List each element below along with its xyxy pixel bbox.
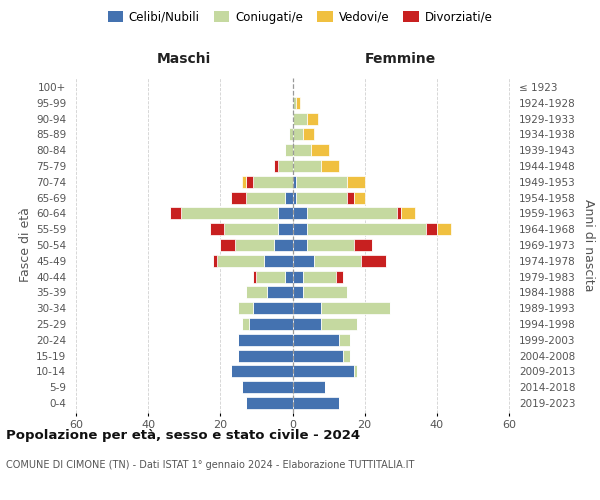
- Bar: [278, 208, 293, 220]
- Bar: [238, 334, 293, 345]
- Bar: [354, 366, 358, 378]
- Y-axis label: Anni di nascita: Anni di nascita: [582, 198, 595, 291]
- Bar: [293, 176, 296, 188]
- Bar: [213, 255, 217, 266]
- Text: Femmine: Femmine: [365, 52, 436, 66]
- Legend: Celibi/Nubili, Coniugati/e, Vedovi/e, Divorziati/e: Celibi/Nubili, Coniugati/e, Vedovi/e, Di…: [103, 6, 497, 28]
- Bar: [238, 350, 293, 362]
- Bar: [426, 224, 437, 235]
- Bar: [437, 224, 451, 235]
- Text: Maschi: Maschi: [157, 52, 211, 66]
- Bar: [245, 286, 267, 298]
- Bar: [293, 382, 325, 393]
- Bar: [242, 382, 293, 393]
- Bar: [397, 208, 401, 220]
- Bar: [231, 192, 245, 203]
- Bar: [285, 144, 293, 156]
- Bar: [293, 270, 304, 282]
- Bar: [304, 270, 336, 282]
- Bar: [307, 112, 318, 124]
- Bar: [336, 270, 343, 282]
- Bar: [285, 192, 293, 203]
- Bar: [231, 366, 293, 378]
- Bar: [293, 366, 354, 378]
- Bar: [245, 397, 293, 409]
- Bar: [322, 318, 358, 330]
- Bar: [217, 255, 263, 266]
- Bar: [304, 128, 314, 140]
- Bar: [181, 208, 278, 220]
- Bar: [249, 318, 293, 330]
- Bar: [307, 239, 354, 251]
- Bar: [293, 255, 314, 266]
- Bar: [209, 224, 224, 235]
- Bar: [263, 255, 293, 266]
- Bar: [238, 302, 253, 314]
- Bar: [293, 160, 322, 172]
- Bar: [235, 239, 274, 251]
- Bar: [304, 286, 347, 298]
- Bar: [296, 192, 347, 203]
- Bar: [293, 397, 340, 409]
- Bar: [278, 160, 293, 172]
- Bar: [245, 192, 285, 203]
- Bar: [253, 302, 293, 314]
- Bar: [293, 112, 307, 124]
- Bar: [293, 192, 296, 203]
- Bar: [293, 208, 307, 220]
- Bar: [340, 334, 350, 345]
- Text: COMUNE DI CIMONE (TN) - Dati ISTAT 1° gennaio 2024 - Elaborazione TUTTITALIA.IT: COMUNE DI CIMONE (TN) - Dati ISTAT 1° ge…: [6, 460, 415, 470]
- Bar: [267, 286, 293, 298]
- Bar: [293, 318, 322, 330]
- Bar: [361, 255, 386, 266]
- Bar: [289, 128, 293, 140]
- Bar: [293, 239, 307, 251]
- Bar: [242, 318, 249, 330]
- Bar: [256, 270, 285, 282]
- Bar: [401, 208, 415, 220]
- Bar: [274, 239, 293, 251]
- Bar: [322, 302, 390, 314]
- Bar: [307, 208, 397, 220]
- Bar: [293, 144, 311, 156]
- Bar: [242, 176, 245, 188]
- Bar: [245, 176, 253, 188]
- Bar: [307, 224, 426, 235]
- Bar: [347, 192, 354, 203]
- Bar: [293, 97, 296, 108]
- Bar: [224, 224, 278, 235]
- Bar: [314, 255, 361, 266]
- Y-axis label: Fasce di età: Fasce di età: [19, 208, 32, 282]
- Bar: [253, 176, 293, 188]
- Bar: [354, 239, 372, 251]
- Bar: [293, 334, 340, 345]
- Bar: [253, 270, 256, 282]
- Bar: [354, 192, 365, 203]
- Bar: [220, 239, 235, 251]
- Bar: [293, 302, 322, 314]
- Bar: [311, 144, 329, 156]
- Bar: [274, 160, 278, 172]
- Bar: [278, 224, 293, 235]
- Bar: [293, 350, 343, 362]
- Bar: [293, 224, 307, 235]
- Bar: [170, 208, 181, 220]
- Bar: [322, 160, 340, 172]
- Bar: [347, 176, 365, 188]
- Bar: [343, 350, 350, 362]
- Bar: [293, 286, 304, 298]
- Bar: [285, 270, 293, 282]
- Bar: [296, 176, 347, 188]
- Bar: [296, 97, 300, 108]
- Text: Popolazione per età, sesso e stato civile - 2024: Popolazione per età, sesso e stato civil…: [6, 430, 360, 442]
- Bar: [293, 128, 304, 140]
